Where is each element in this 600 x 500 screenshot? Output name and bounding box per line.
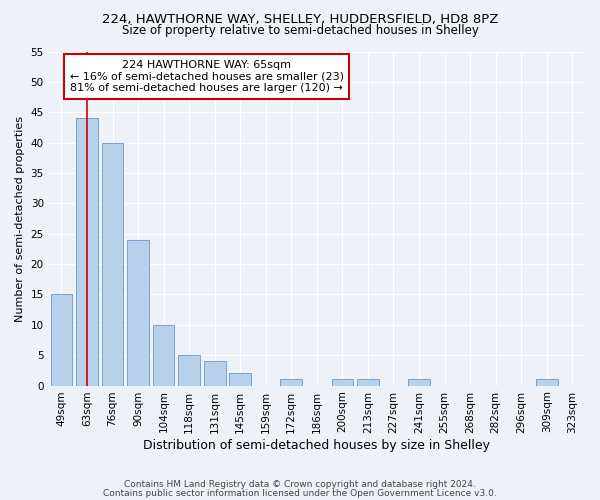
Bar bbox=[280, 380, 302, 386]
Bar bbox=[408, 380, 430, 386]
Text: 224 HAWTHORNE WAY: 65sqm
← 16% of semi-detached houses are smaller (23)
81% of s: 224 HAWTHORNE WAY: 65sqm ← 16% of semi-d… bbox=[70, 60, 344, 93]
Bar bbox=[357, 380, 379, 386]
Bar bbox=[229, 374, 251, 386]
Text: Contains HM Land Registry data © Crown copyright and database right 2024.: Contains HM Land Registry data © Crown c… bbox=[124, 480, 476, 489]
Text: 224, HAWTHORNE WAY, SHELLEY, HUDDERSFIELD, HD8 8PZ: 224, HAWTHORNE WAY, SHELLEY, HUDDERSFIEL… bbox=[102, 12, 498, 26]
Bar bbox=[178, 355, 200, 386]
Bar bbox=[332, 380, 353, 386]
Bar bbox=[204, 362, 226, 386]
Bar bbox=[127, 240, 149, 386]
Bar bbox=[50, 294, 72, 386]
Bar bbox=[536, 380, 557, 386]
X-axis label: Distribution of semi-detached houses by size in Shelley: Distribution of semi-detached houses by … bbox=[143, 440, 490, 452]
Text: Contains public sector information licensed under the Open Government Licence v3: Contains public sector information licen… bbox=[103, 489, 497, 498]
Bar bbox=[76, 118, 98, 386]
Bar bbox=[153, 325, 175, 386]
Bar bbox=[101, 142, 124, 386]
Y-axis label: Number of semi-detached properties: Number of semi-detached properties bbox=[15, 116, 25, 322]
Text: Size of property relative to semi-detached houses in Shelley: Size of property relative to semi-detach… bbox=[122, 24, 478, 37]
